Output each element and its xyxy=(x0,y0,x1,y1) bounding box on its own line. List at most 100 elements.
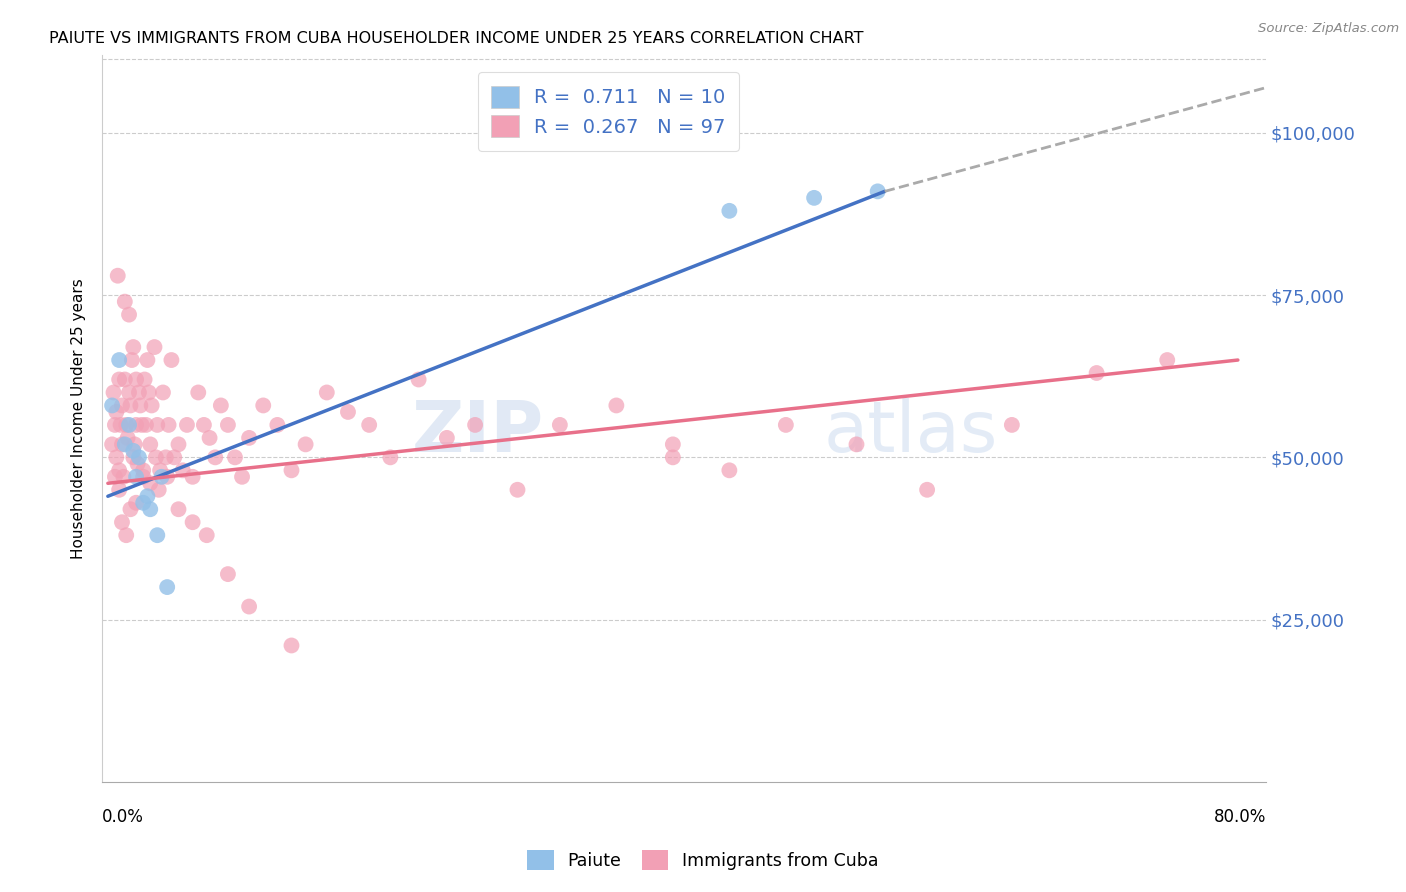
Point xyxy=(108,353,131,368)
Point xyxy=(548,417,571,432)
Point xyxy=(195,528,218,542)
Point xyxy=(132,496,155,510)
Point xyxy=(125,470,148,484)
Legend: Paiute, Immigrants from Cuba: Paiute, Immigrants from Cuba xyxy=(519,841,887,879)
Point xyxy=(252,399,274,413)
Point xyxy=(125,372,148,386)
Point xyxy=(111,437,134,451)
Point xyxy=(121,353,143,368)
Point xyxy=(114,294,136,309)
Point xyxy=(193,417,215,432)
Point xyxy=(163,450,186,465)
Point xyxy=(139,437,162,451)
Point xyxy=(506,483,529,497)
Point xyxy=(238,431,260,445)
Point xyxy=(605,399,627,413)
Point xyxy=(359,417,381,432)
Point xyxy=(156,470,179,484)
Point xyxy=(117,431,139,445)
Point xyxy=(775,417,797,432)
Point xyxy=(160,353,183,368)
Point xyxy=(280,463,302,477)
Point xyxy=(167,437,190,451)
Point xyxy=(1085,366,1108,380)
Point xyxy=(866,185,889,199)
Point xyxy=(131,417,153,432)
Point xyxy=(217,417,239,432)
Point xyxy=(104,470,127,484)
Point xyxy=(155,450,177,465)
Point xyxy=(662,450,685,465)
Point xyxy=(464,417,486,432)
Point xyxy=(108,463,131,477)
Point xyxy=(198,431,221,445)
Text: Source: ZipAtlas.com: Source: ZipAtlas.com xyxy=(1258,22,1399,36)
Point xyxy=(132,463,155,477)
Point xyxy=(172,463,194,477)
Text: 80.0%: 80.0% xyxy=(1213,807,1267,826)
Point xyxy=(803,191,825,205)
Point xyxy=(132,470,155,484)
Point xyxy=(156,580,179,594)
Point xyxy=(128,450,150,465)
Point xyxy=(148,483,170,497)
Point xyxy=(436,431,458,445)
Point xyxy=(115,417,138,432)
Point xyxy=(143,340,166,354)
Point xyxy=(104,417,127,432)
Point xyxy=(1001,417,1024,432)
Point xyxy=(110,417,132,432)
Point xyxy=(125,417,148,432)
Point xyxy=(120,399,142,413)
Point xyxy=(122,340,145,354)
Text: atlas: atlas xyxy=(824,399,998,467)
Point xyxy=(915,483,938,497)
Point xyxy=(101,437,124,451)
Point xyxy=(718,203,741,218)
Point xyxy=(209,399,232,413)
Point xyxy=(146,528,169,542)
Point xyxy=(136,489,159,503)
Point xyxy=(114,437,136,451)
Text: ZIP: ZIP xyxy=(412,399,544,467)
Legend: R =  0.711   N = 10, R =  0.267   N = 97: R = 0.711 N = 10, R = 0.267 N = 97 xyxy=(478,72,740,151)
Point xyxy=(662,437,685,451)
Point xyxy=(167,502,190,516)
Point xyxy=(114,372,136,386)
Point xyxy=(152,385,174,400)
Point xyxy=(204,450,226,465)
Point xyxy=(139,476,162,491)
Point xyxy=(141,399,163,413)
Point xyxy=(115,528,138,542)
Point xyxy=(315,385,337,400)
Point xyxy=(231,470,253,484)
Point xyxy=(181,515,204,529)
Point xyxy=(146,417,169,432)
Point xyxy=(128,385,150,400)
Point xyxy=(124,437,146,451)
Point xyxy=(380,450,402,465)
Y-axis label: Householder Income Under 25 years: Householder Income Under 25 years xyxy=(72,278,86,558)
Point xyxy=(845,437,868,451)
Point xyxy=(108,483,131,497)
Point xyxy=(145,450,167,465)
Point xyxy=(103,385,125,400)
Point xyxy=(125,496,148,510)
Point xyxy=(112,470,135,484)
Point xyxy=(105,450,128,465)
Point xyxy=(138,385,160,400)
Point xyxy=(176,417,198,432)
Point xyxy=(266,417,288,432)
Point xyxy=(118,385,141,400)
Point xyxy=(1156,353,1178,368)
Point xyxy=(150,470,173,484)
Point xyxy=(136,353,159,368)
Point xyxy=(111,515,134,529)
Point xyxy=(118,417,141,432)
Point xyxy=(111,399,134,413)
Point xyxy=(181,470,204,484)
Point xyxy=(134,372,156,386)
Point xyxy=(224,450,246,465)
Point xyxy=(107,268,129,283)
Point xyxy=(139,502,162,516)
